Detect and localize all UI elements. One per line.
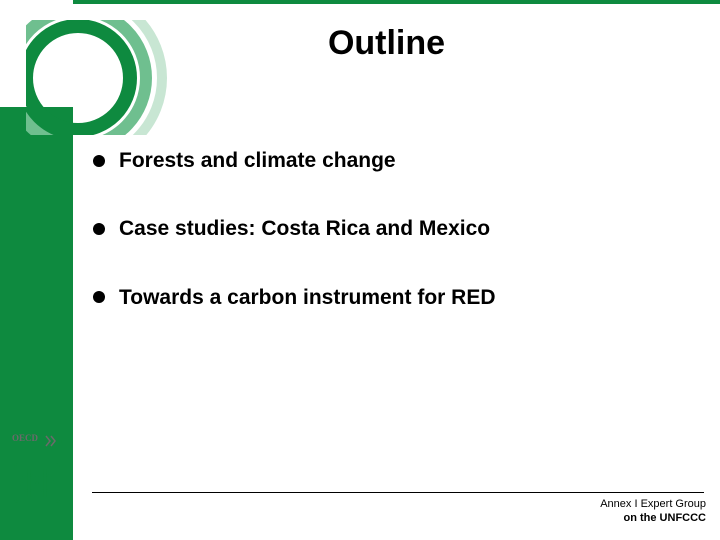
footer-text: Annex I Expert Group on the UNFCCC xyxy=(600,498,706,526)
oecd-logo-text: OECD xyxy=(12,433,39,443)
bullet-list: Forests and climate change Case studies:… xyxy=(93,148,680,353)
footer-line-1: Annex I Expert Group xyxy=(600,498,706,512)
oecd-dot-icon xyxy=(56,438,62,444)
oecd-chevrons-icon xyxy=(46,436,55,446)
footer-line-2: on the UNFCCC xyxy=(600,512,706,526)
footer-rule xyxy=(92,492,704,493)
oecd-logo-icon: OECD xyxy=(12,428,62,450)
iea-logo-icon xyxy=(14,463,60,503)
slide: Outline Forests and climate change Case … xyxy=(0,0,720,540)
bullet-item: Case studies: Costa Rica and Mexico xyxy=(93,216,680,242)
bullet-item: Forests and climate change xyxy=(93,148,680,174)
bullet-item: Towards a carbon instrument for RED xyxy=(93,285,680,311)
top-border xyxy=(73,0,720,4)
page-title: Outline xyxy=(73,24,700,63)
